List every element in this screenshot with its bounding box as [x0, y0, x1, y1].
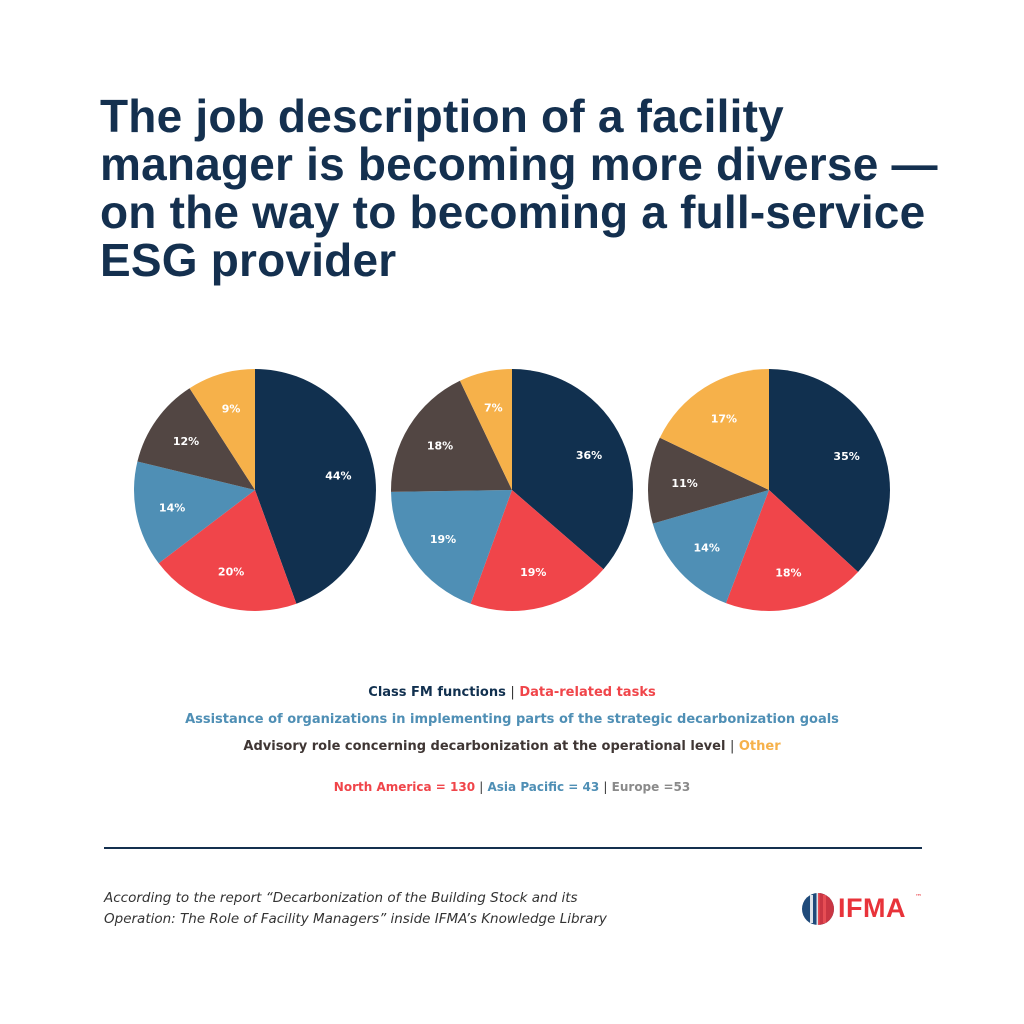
- pie-slice-label: 20%: [218, 565, 244, 578]
- logo-text: IFMA: [838, 893, 906, 923]
- legend-class-fm: Class FM functions: [368, 685, 506, 700]
- pie-slice-label: 44%: [325, 469, 351, 482]
- source-line-2: Operation: The Role of Facility Managers…: [104, 911, 607, 927]
- sample-sizes: North America = 130 | Asia Pacific = 43 …: [0, 780, 1024, 794]
- pie-slice-class-fm: [769, 369, 890, 572]
- legend-data-tasks: Data-related tasks: [519, 685, 656, 700]
- pie-slice-other: [459, 369, 512, 490]
- legend-row-3: Advisory role concerning decarbonization…: [0, 739, 1024, 754]
- legend-separator: |: [510, 685, 515, 700]
- pie-slice-label: 7%: [484, 401, 503, 414]
- sample-separator: |: [479, 780, 484, 794]
- pie-north-america: 44% 20% 14% 12% 9%: [133, 369, 376, 611]
- pie-slice-label: 18%: [775, 566, 801, 579]
- sample-europe: Europe =53: [611, 780, 691, 794]
- pie-slice-label: 19%: [430, 533, 456, 546]
- pie-slice-label: 11%: [671, 477, 697, 490]
- pie-europe: 35% 18% 14% 11% 17%: [648, 369, 890, 611]
- pie-slice-other: [189, 369, 255, 490]
- legend-separator: |: [729, 739, 735, 754]
- legend-advisory: Advisory role concerning decarbonization…: [243, 739, 726, 754]
- pie-slice-data-tasks: [725, 490, 859, 611]
- sample-north-america: North America = 130: [333, 780, 476, 794]
- legend-row-1: Class FM functions | Data-related tasks: [0, 685, 1024, 700]
- pie-slice-label: 18%: [427, 439, 453, 452]
- pie-slice-assistance: [391, 490, 512, 604]
- pie-slice-label: 19%: [520, 566, 546, 579]
- pie-slice-label: 35%: [833, 450, 859, 463]
- pie-slice-label: 9%: [222, 403, 241, 416]
- sample-asia-pacific: Asia Pacific = 43: [487, 780, 600, 794]
- pie-slice-assistance: [133, 461, 255, 564]
- ifma-logo: IFMA ™: [800, 889, 930, 929]
- pie-slice-advisory: [137, 388, 255, 490]
- pie-slice-data-tasks: [470, 490, 604, 611]
- pie-slice-label: 14%: [159, 501, 185, 514]
- legend-assistance: Assistance of organizations in implement…: [185, 712, 839, 727]
- pie-slice-class-fm: [255, 369, 376, 604]
- logo-trademark: ™: [915, 893, 922, 901]
- pie-slice-advisory: [648, 437, 769, 524]
- globe-icon: [802, 893, 834, 925]
- page-title: The job description of a facility manage…: [100, 90, 938, 286]
- pie-slice-label: 14%: [694, 541, 720, 554]
- pie-slice-assistance: [652, 490, 769, 604]
- pie-slice-label: 36%: [576, 449, 602, 462]
- divider: [104, 847, 922, 849]
- pie-asia-pacific: 36% 19% 19% 18% 7%: [391, 369, 634, 611]
- source-note: According to the report “Decarbonization…: [104, 888, 704, 930]
- pie-slice-data-tasks: [158, 490, 297, 611]
- source-line-1: According to the report “Decarbonization…: [104, 890, 578, 906]
- pie-slice-label: 17%: [711, 412, 737, 425]
- legend-row-2: Assistance of organizations in implement…: [0, 712, 1024, 727]
- legend-other: Other: [738, 739, 781, 754]
- pie-slice-other: [659, 369, 769, 490]
- pie-slice-class-fm: [512, 369, 634, 570]
- sample-separator: |: [603, 780, 608, 794]
- pie-slice-label: 12%: [173, 435, 199, 448]
- pie-slice-advisory: [391, 380, 512, 492]
